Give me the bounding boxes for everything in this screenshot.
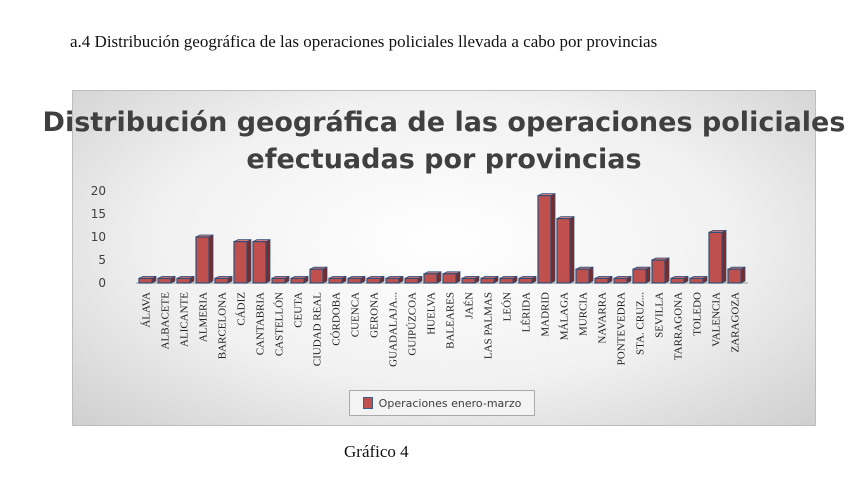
y-tick-label: 0 [98,276,106,290]
bar [271,275,290,284]
document-heading-text: a.4 Distribución geográfica de las opera… [70,32,658,51]
bar [385,275,404,284]
bar [613,275,632,284]
chart-title: Distribución geográfica de las operacion… [42,107,846,175]
bar [461,275,480,284]
y-tick-label: 5 [98,253,106,267]
legend-swatch [362,397,373,409]
x-tick-label: GUIPÚZCOA [407,292,419,356]
bar [404,275,423,284]
x-tick-label: BALEARES [445,292,457,349]
x-tick-label: CANTABRIA [255,292,267,355]
x-tick-label: VALENCIA [711,292,723,347]
x-tick-label: JAÉN [464,292,476,319]
bar [708,229,727,284]
bar [442,271,461,284]
x-tick-label: ALBACETE [160,292,172,350]
bar [366,275,385,284]
bar [309,266,328,284]
x-tick-label: CÁDIZ [236,292,248,326]
x-tick-label: ALICANTE [179,292,191,347]
x-tick-label: BARCELONA [217,292,229,359]
x-tick-label: CEUTA [293,292,305,328]
x-tick-label: CIUDAD REAL [312,292,324,367]
bar [290,275,309,284]
bar [556,215,575,284]
bar [233,238,252,284]
y-tick-label: 10 [91,230,106,244]
x-tick-label: CUENCA [350,292,362,337]
x-tick-label: CASTELLÓN [274,292,286,356]
bar [214,275,233,284]
bar [575,266,594,284]
y-tick-label: 20 [91,184,106,198]
x-tick-label: MÁLAGA [559,292,571,340]
bar [195,234,214,284]
bar [651,257,670,284]
figure-caption: Gráfico 4 [344,442,409,461]
x-tick-label: LEÓN [502,292,514,321]
document-heading: a.4 Distribución geográfica de las opera… [14,30,704,53]
bar [176,275,195,284]
bar [594,275,613,284]
x-tick-label: GERONA [369,292,381,338]
x-tick-label: MADRID [540,292,552,337]
bar [632,266,651,284]
x-tick-label: PONTEVEDRA [616,292,628,365]
x-tick-label: TARRAGONA [673,292,685,360]
x-tick-label: NAVARRA [597,292,609,344]
x-tick-label: ZARAGOZA [730,292,742,353]
x-tick-label: CÓRDOBA [331,292,343,346]
bar [347,275,366,284]
x-tick-label: ÁLAVA [141,292,153,328]
x-tick-label: SEVILLA [654,292,666,338]
bar [499,275,518,284]
bar [670,275,689,284]
x-tick-label: LÉRIDA [521,292,533,332]
y-tick-label: 15 [91,207,106,221]
bar [537,192,556,284]
bar [138,275,157,284]
bar [328,275,347,284]
chart-legend: Operaciones enero-marzo [349,390,535,416]
x-tick-label: ALMERIA [198,292,210,342]
x-tick-label: HUELVA [426,292,438,335]
x-tick-label: STA. CRUZ... [635,292,647,355]
x-tick-label: GUADALAJA... [388,292,400,367]
bar [727,266,746,284]
x-tick-label: MURCIA [578,292,590,336]
x-tick-label: TOLEDO [692,292,704,336]
x-tick-label: LAS PALMAS [483,292,495,359]
bar [689,275,708,284]
bar [518,275,537,284]
bar [423,271,442,284]
bar [480,275,499,284]
bar [157,275,176,284]
legend-label: Operaciones enero-marzo [378,396,522,410]
bar [252,238,271,284]
